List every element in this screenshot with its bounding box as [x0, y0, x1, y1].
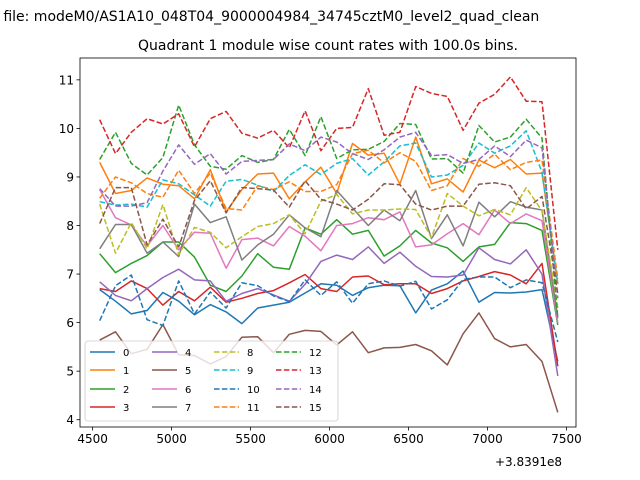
y-tick-label: 7 — [66, 268, 74, 282]
axes-border — [79, 57, 577, 428]
legend-label-7: 7 — [185, 403, 191, 414]
legend-label-2: 2 — [123, 385, 129, 396]
series-line-9 — [99, 130, 559, 284]
series-line-1 — [99, 136, 559, 284]
series-line-11 — [99, 149, 559, 279]
x-tick-label: 6000 — [314, 432, 345, 446]
x-tick-label: 7000 — [472, 432, 503, 446]
legend-box — [84, 340, 339, 422]
legend-label-3: 3 — [123, 403, 129, 414]
figure-suptitle: n file: modeM0/AS1A10_048T04_9000004984_… — [0, 9, 539, 25]
legend-label-15: 15 — [309, 403, 322, 414]
legend-label-8: 8 — [247, 348, 253, 359]
series-line-10 — [99, 274, 559, 343]
legend-label-0: 0 — [123, 348, 129, 359]
y-axis: 4 5 6 7 8 9 10 11 — [59, 73, 80, 427]
series-line-3 — [99, 262, 559, 367]
series-line-15 — [99, 180, 559, 294]
y-tick-label: 9 — [66, 170, 74, 184]
series-line-4 — [99, 246, 559, 377]
legend-label-4: 4 — [185, 348, 191, 359]
y-tick-label: 6 — [66, 316, 74, 330]
legend-label-12: 12 — [309, 348, 322, 359]
x-offset-label: +3.8391e8 — [495, 455, 562, 469]
series-line-0 — [99, 270, 559, 362]
axes-frame — [79, 57, 577, 428]
series-line-8 — [98, 186, 559, 309]
legend-label-6: 6 — [185, 385, 191, 396]
legend-label-14: 14 — [309, 385, 322, 396]
x-axis: 4500 5000 5500 6000 6500 7000 7500 — [77, 427, 582, 446]
x-tick-label: 4500 — [77, 432, 108, 446]
series-line-7 — [99, 189, 559, 318]
series-line-14 — [99, 131, 559, 299]
y-tick-label: 10 — [59, 122, 74, 136]
y-tick-label: 5 — [66, 365, 74, 379]
x-tick-label: 7500 — [551, 432, 582, 446]
y-tick-label: 8 — [66, 219, 74, 233]
x-tick-label: 6500 — [393, 432, 424, 446]
y-tick-label: 11 — [59, 73, 74, 87]
legend-label-1: 1 — [123, 366, 129, 377]
legend-label-11: 11 — [247, 403, 260, 414]
legend-label-9: 9 — [247, 366, 253, 377]
series-line-12 — [99, 104, 559, 318]
y-tick-label: 4 — [66, 413, 74, 427]
legend-label-5: 5 — [185, 366, 191, 377]
chart-title: Quadrant 1 module wise count rates with … — [138, 38, 518, 54]
x-tick-label: 5000 — [156, 432, 187, 446]
legend-label-10: 10 — [247, 385, 260, 396]
legend-label-13: 13 — [309, 366, 322, 377]
x-tick-label: 5500 — [235, 432, 266, 446]
